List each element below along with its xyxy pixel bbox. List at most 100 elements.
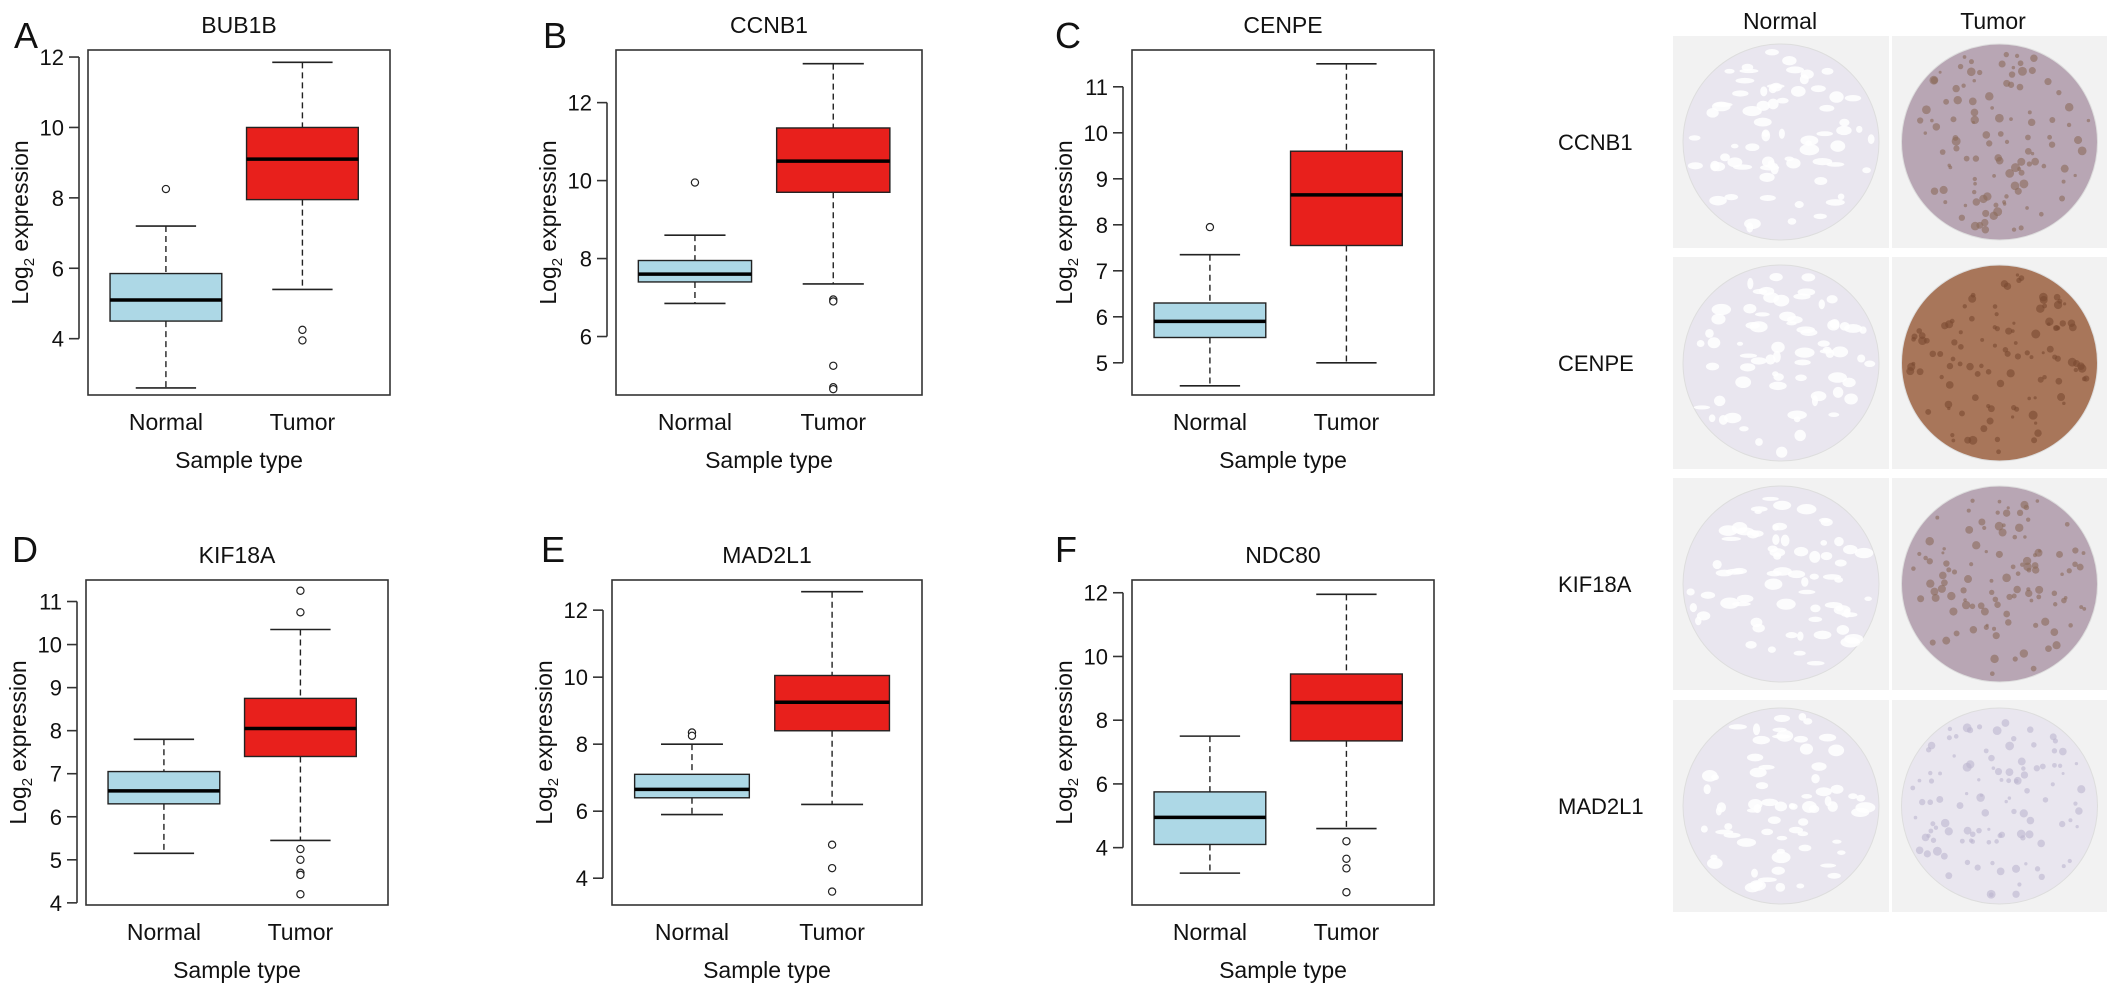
tissue-gap [1796,504,1817,515]
tissue-stain-spot [1994,521,2004,531]
tissue-stain-spot [2026,161,2033,167]
tissue-stain-spot [1946,735,1952,741]
tissue-stain-spot [1990,860,1995,866]
tissue-gap [1837,193,1845,200]
tissue-stain-spot [2015,523,2024,532]
tissue-stain-spot [2017,60,2024,67]
tissue-gap [1788,802,1796,809]
tissue-stain-spot [2057,763,2063,768]
tissue-stain-spot [2072,547,2079,554]
tissue-gap [1810,391,1827,402]
tissue-gap [1739,353,1758,358]
tissue-stain-spot [1992,174,1996,178]
outlier-point [296,608,305,617]
tissue-stain-spot [2027,726,2034,733]
chart-title: CCNB1 [730,12,808,38]
tissue-stain-spot [1993,202,1999,208]
tissue-stain-spot [1947,726,1953,732]
y-tick-label: 8 [52,186,64,211]
tissue-stain-spot [2014,353,2022,360]
tissue-gap [1821,67,1834,75]
tissue-stain-spot [2026,816,2035,825]
tissue-stain-spot [2025,517,2031,522]
tissue-stain-spot [2030,54,2038,63]
tissue-gap [1721,536,1741,542]
tissue-gap [1864,360,1876,368]
tissue-stain-spot [2061,771,2065,775]
panel-letter: D [12,529,38,570]
outlier-point [1342,837,1351,846]
y-tick-label: 9 [50,676,62,701]
tissue-gap [1830,784,1844,794]
tissue-gap [1688,135,1701,141]
tissue-stain-spot [1933,825,1939,830]
tissue-stain-spot [2052,738,2058,744]
y-tick-label: 8 [1096,213,1108,238]
x-axis-label: Sample type [703,957,831,983]
tissue-stain-spot [1968,435,1978,445]
tissue-gap [1772,524,1779,531]
tissue-stain-spot [1971,394,1979,401]
tissue-stain-spot [1941,551,1945,555]
tissue-stain-spot [2042,797,2049,803]
x-tick-label: Normal [127,919,201,945]
tissue-stain-spot [2074,136,2083,145]
tissue-stain-spot [1969,626,1978,634]
tissue-gap [1750,506,1768,512]
tissue-gap [1707,337,1721,349]
tissue-stain-spot [1938,771,1942,776]
tissue-stain-spot [2050,782,2055,787]
tissue-gap [1836,625,1850,635]
x-tick-label: Normal [1173,409,1247,435]
y-tick-label: 6 [580,325,592,350]
tissue-stain-spot [1951,339,1958,346]
outlier-point [829,384,838,394]
tissue-stain-spot [2029,598,2034,603]
tissue-stain-spot [2025,589,2033,598]
tissue-stain-spot [1996,867,2005,876]
tissue-stain-spot [1963,598,1967,602]
tissue-gap [1711,313,1726,325]
tissue-gap [1720,153,1730,162]
tissue-stain-spot [1972,78,1976,83]
tissue-stain-spot [2068,818,2073,823]
tissue-stain-spot [1993,207,2003,217]
tissue-stain-spot [1986,839,1992,845]
y-tick-label: 4 [50,891,62,916]
tissue-stain-spot [1925,409,1932,415]
ihc-column-header: Tumor [1960,8,2026,34]
tissue-stain-spot [2075,824,2079,829]
tissue-stain-spot [2030,151,2035,156]
tissue-stain-spot [2073,367,2079,373]
tissue-stain-spot [1918,336,1927,346]
tissue-stain-spot [1968,294,1977,303]
box-tumor [1289,593,1403,897]
tissue-gap [1754,312,1770,317]
tissue-stain-spot [1926,833,1931,838]
tissue-gap [1806,660,1825,666]
tissue-stain-spot [1992,304,1998,309]
tissue-gap [1767,816,1781,824]
tissue-stain-spot [2064,521,2070,527]
tissue-stain-spot [2057,298,2063,304]
tissue-gap [1745,322,1760,329]
tissue-gap [1776,729,1794,742]
tissue-gap [1705,329,1714,338]
tissue-stain-spot [1952,754,1956,758]
tissue-stain-spot [2012,321,2016,325]
tissue-gap [1827,872,1841,879]
tissue-stain-spot [1927,799,1934,806]
tissue-stain-spot [2064,102,2074,112]
tissue-gap [1828,744,1845,757]
tissue-stain-spot [1957,361,1963,367]
tissue-stain-spot [2034,866,2041,872]
tissue-gap [1724,193,1739,201]
tissue-gap [1696,340,1705,347]
tissue-stain-spot [1925,537,1934,546]
tissue-stain-spot [1929,350,1937,358]
tissue-stain-spot [1992,726,2002,736]
tissue-stain-spot [1939,571,1947,580]
tissue-stain-spot [1923,850,1931,858]
tissue-stain-spot [2013,341,2018,345]
y-tick-label: 10 [38,633,62,658]
